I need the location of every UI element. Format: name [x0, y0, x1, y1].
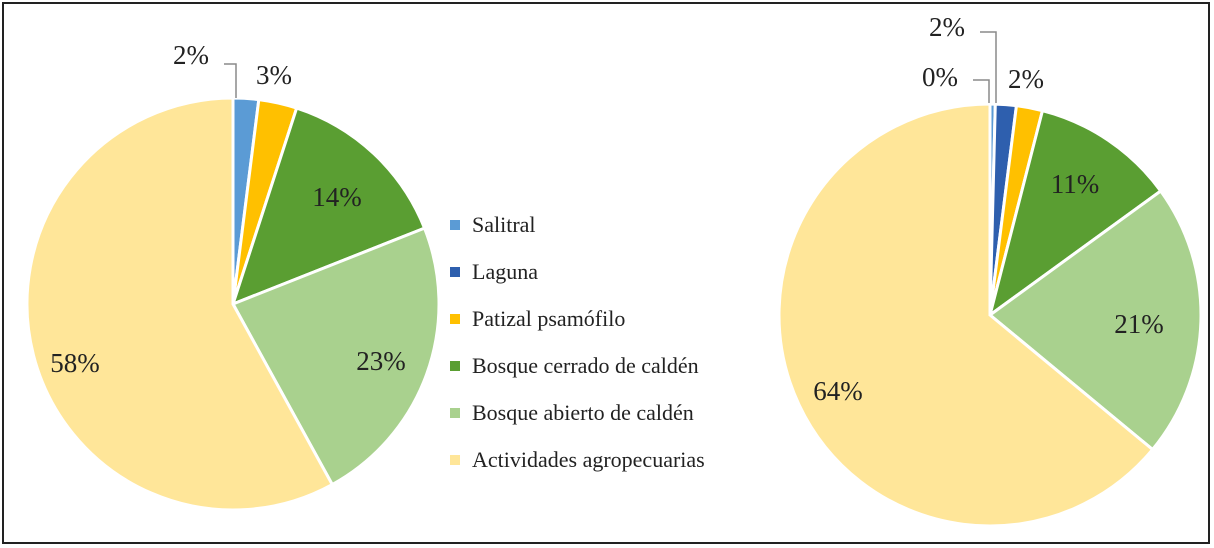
- legend: Salitral Laguna Patizal psamófilo Bosque…: [450, 210, 705, 492]
- pie2-leader-line-salitral: [973, 79, 990, 103]
- legend-item-laguna: Laguna: [450, 257, 705, 304]
- legend-label: Actividades agropecuarias: [472, 447, 705, 472]
- pie1-slice-actividades-agropecuarias: [25, 96, 335, 512]
- pie2-label-bosque-cerrado-de-calden: 11%: [1051, 169, 1100, 199]
- pie1-label-patizal-psamofilo: 3%: [256, 60, 292, 90]
- pie1-slice-bosque-cerrado-de-calden: [230, 106, 427, 307]
- pie2-slice-bosque-abierto-de-calden: [987, 188, 1203, 452]
- legend-label: Laguna: [472, 259, 538, 284]
- legend-item-actividades: Actividades agropecuarias: [450, 445, 705, 492]
- legend-swatch-laguna: [450, 267, 460, 277]
- pie2-slice-bosque-cerrado-de-calden: [987, 108, 1163, 319]
- legend-swatch-actividades: [450, 455, 460, 465]
- legend-item-salitral: Salitral: [450, 210, 705, 257]
- legend-label: Patizal psamófilo: [472, 306, 626, 331]
- legend-swatch-salitral: [450, 220, 460, 230]
- legend-label: Bosque abierto de caldén: [472, 400, 694, 425]
- pie1-label-actividades-agropecuarias: 58%: [50, 348, 100, 378]
- legend-item-bosque-cerrado: Bosque cerrado de caldén: [450, 351, 705, 398]
- pie2-label-salitral: 0%: [922, 62, 958, 92]
- pie1-label-salitral: 2%: [173, 40, 209, 70]
- pie1-label-bosque-cerrado-de-calden: 14%: [312, 182, 362, 212]
- pie2-leader-line-laguna: [980, 31, 997, 103]
- legend-item-bosque-abierto: Bosque abierto de caldén: [450, 398, 705, 445]
- legend-swatch-bosque-abierto: [450, 408, 460, 418]
- pie2-label-actividades-agropecuarias: 64%: [813, 376, 863, 406]
- pie1-slice-bosque-abierto-de-calden: [230, 226, 441, 487]
- legend-label: Salitral: [472, 212, 536, 237]
- legend-item-patizal: Patizal psamófilo: [450, 304, 705, 351]
- legend-label: Bosque cerrado de caldén: [472, 353, 699, 378]
- pie1-label-bosque-abierto-de-calden: 23%: [356, 346, 406, 376]
- pie2-label-laguna: 2%: [929, 12, 965, 42]
- pie2-label-bosque-abierto-de-calden: 21%: [1114, 309, 1164, 339]
- pie2-slice-actividades-agropecuarias: [777, 102, 1155, 528]
- legend-swatch-bosque-cerrado: [450, 361, 460, 371]
- pie2-label-patizal-psamofilo: 2%: [1008, 64, 1044, 94]
- pie1-leader-line-salitral: [224, 63, 237, 98]
- legend-swatch-patizal: [450, 314, 460, 324]
